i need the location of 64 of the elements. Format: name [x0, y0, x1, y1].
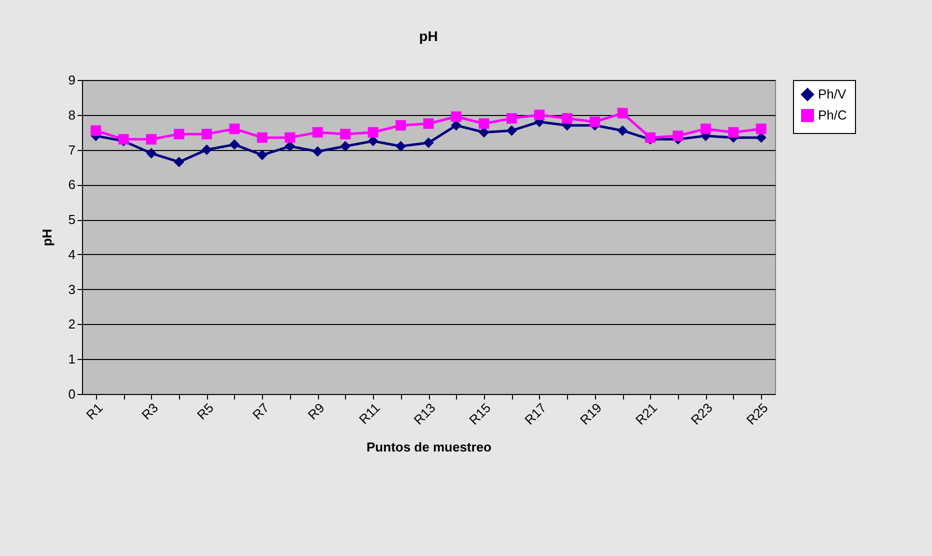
x-tick-label: R23 — [688, 400, 716, 428]
point — [423, 118, 434, 129]
point — [174, 156, 184, 168]
point — [90, 125, 102, 136]
point — [312, 127, 323, 138]
point — [478, 118, 490, 129]
point — [562, 113, 572, 124]
point — [256, 150, 268, 160]
x-tick-label: R21 — [632, 400, 660, 428]
point — [534, 110, 545, 120]
x-tick-label: R13 — [410, 400, 438, 428]
x-tick-label: R15 — [466, 400, 494, 428]
point — [201, 144, 212, 156]
point — [423, 138, 434, 148]
x-tick-label: R11 — [356, 400, 383, 427]
x-tick-label: R1 — [83, 400, 106, 422]
point — [340, 141, 351, 152]
y-tick-label: 6 — [68, 177, 76, 192]
point — [340, 128, 351, 140]
legend-label: Ph/V — [818, 86, 847, 102]
y-tick-label: 7 — [68, 142, 76, 158]
point — [756, 124, 766, 134]
y-tick-label: 5 — [68, 212, 76, 228]
x-tick-label: R3 — [138, 400, 161, 422]
point — [450, 120, 462, 131]
y-tick-label: 8 — [68, 107, 76, 122]
point — [396, 120, 406, 131]
point — [146, 148, 157, 159]
x-tick-label: R25 — [743, 400, 771, 428]
point — [229, 124, 240, 134]
y-tick-label: 0 — [68, 386, 76, 402]
point — [256, 132, 268, 143]
point — [617, 125, 628, 136]
point — [506, 113, 517, 124]
point — [284, 132, 296, 143]
point — [672, 130, 684, 142]
x-tick-label: R5 — [194, 400, 216, 422]
point — [146, 134, 157, 145]
y-tick-label: 3 — [68, 282, 76, 297]
chart-title: pH — [419, 28, 438, 44]
x-tick-label: R19 — [577, 400, 605, 428]
point — [396, 141, 406, 152]
point — [284, 141, 296, 152]
point — [617, 108, 628, 118]
x-tick-label: R7 — [250, 400, 272, 422]
y-tick-label: 9 — [68, 72, 76, 88]
point — [229, 139, 240, 150]
x-axis-title: Puntos de muestreo — [366, 440, 492, 455]
point — [700, 124, 711, 134]
y-tick-label: 2 — [68, 316, 76, 332]
point — [590, 116, 600, 128]
y-tick-label: 4 — [68, 246, 76, 262]
point — [450, 111, 462, 122]
point — [728, 127, 739, 138]
point — [174, 128, 184, 140]
y-tick-label: 1 — [68, 352, 76, 367]
point — [368, 127, 378, 138]
legend-label: Ph/C — [818, 108, 847, 122]
point — [478, 127, 490, 138]
y-axis-title: pH — [39, 228, 54, 246]
point — [201, 128, 212, 140]
point — [312, 146, 323, 157]
point — [506, 125, 517, 136]
x-tick-label: R9 — [304, 400, 328, 422]
